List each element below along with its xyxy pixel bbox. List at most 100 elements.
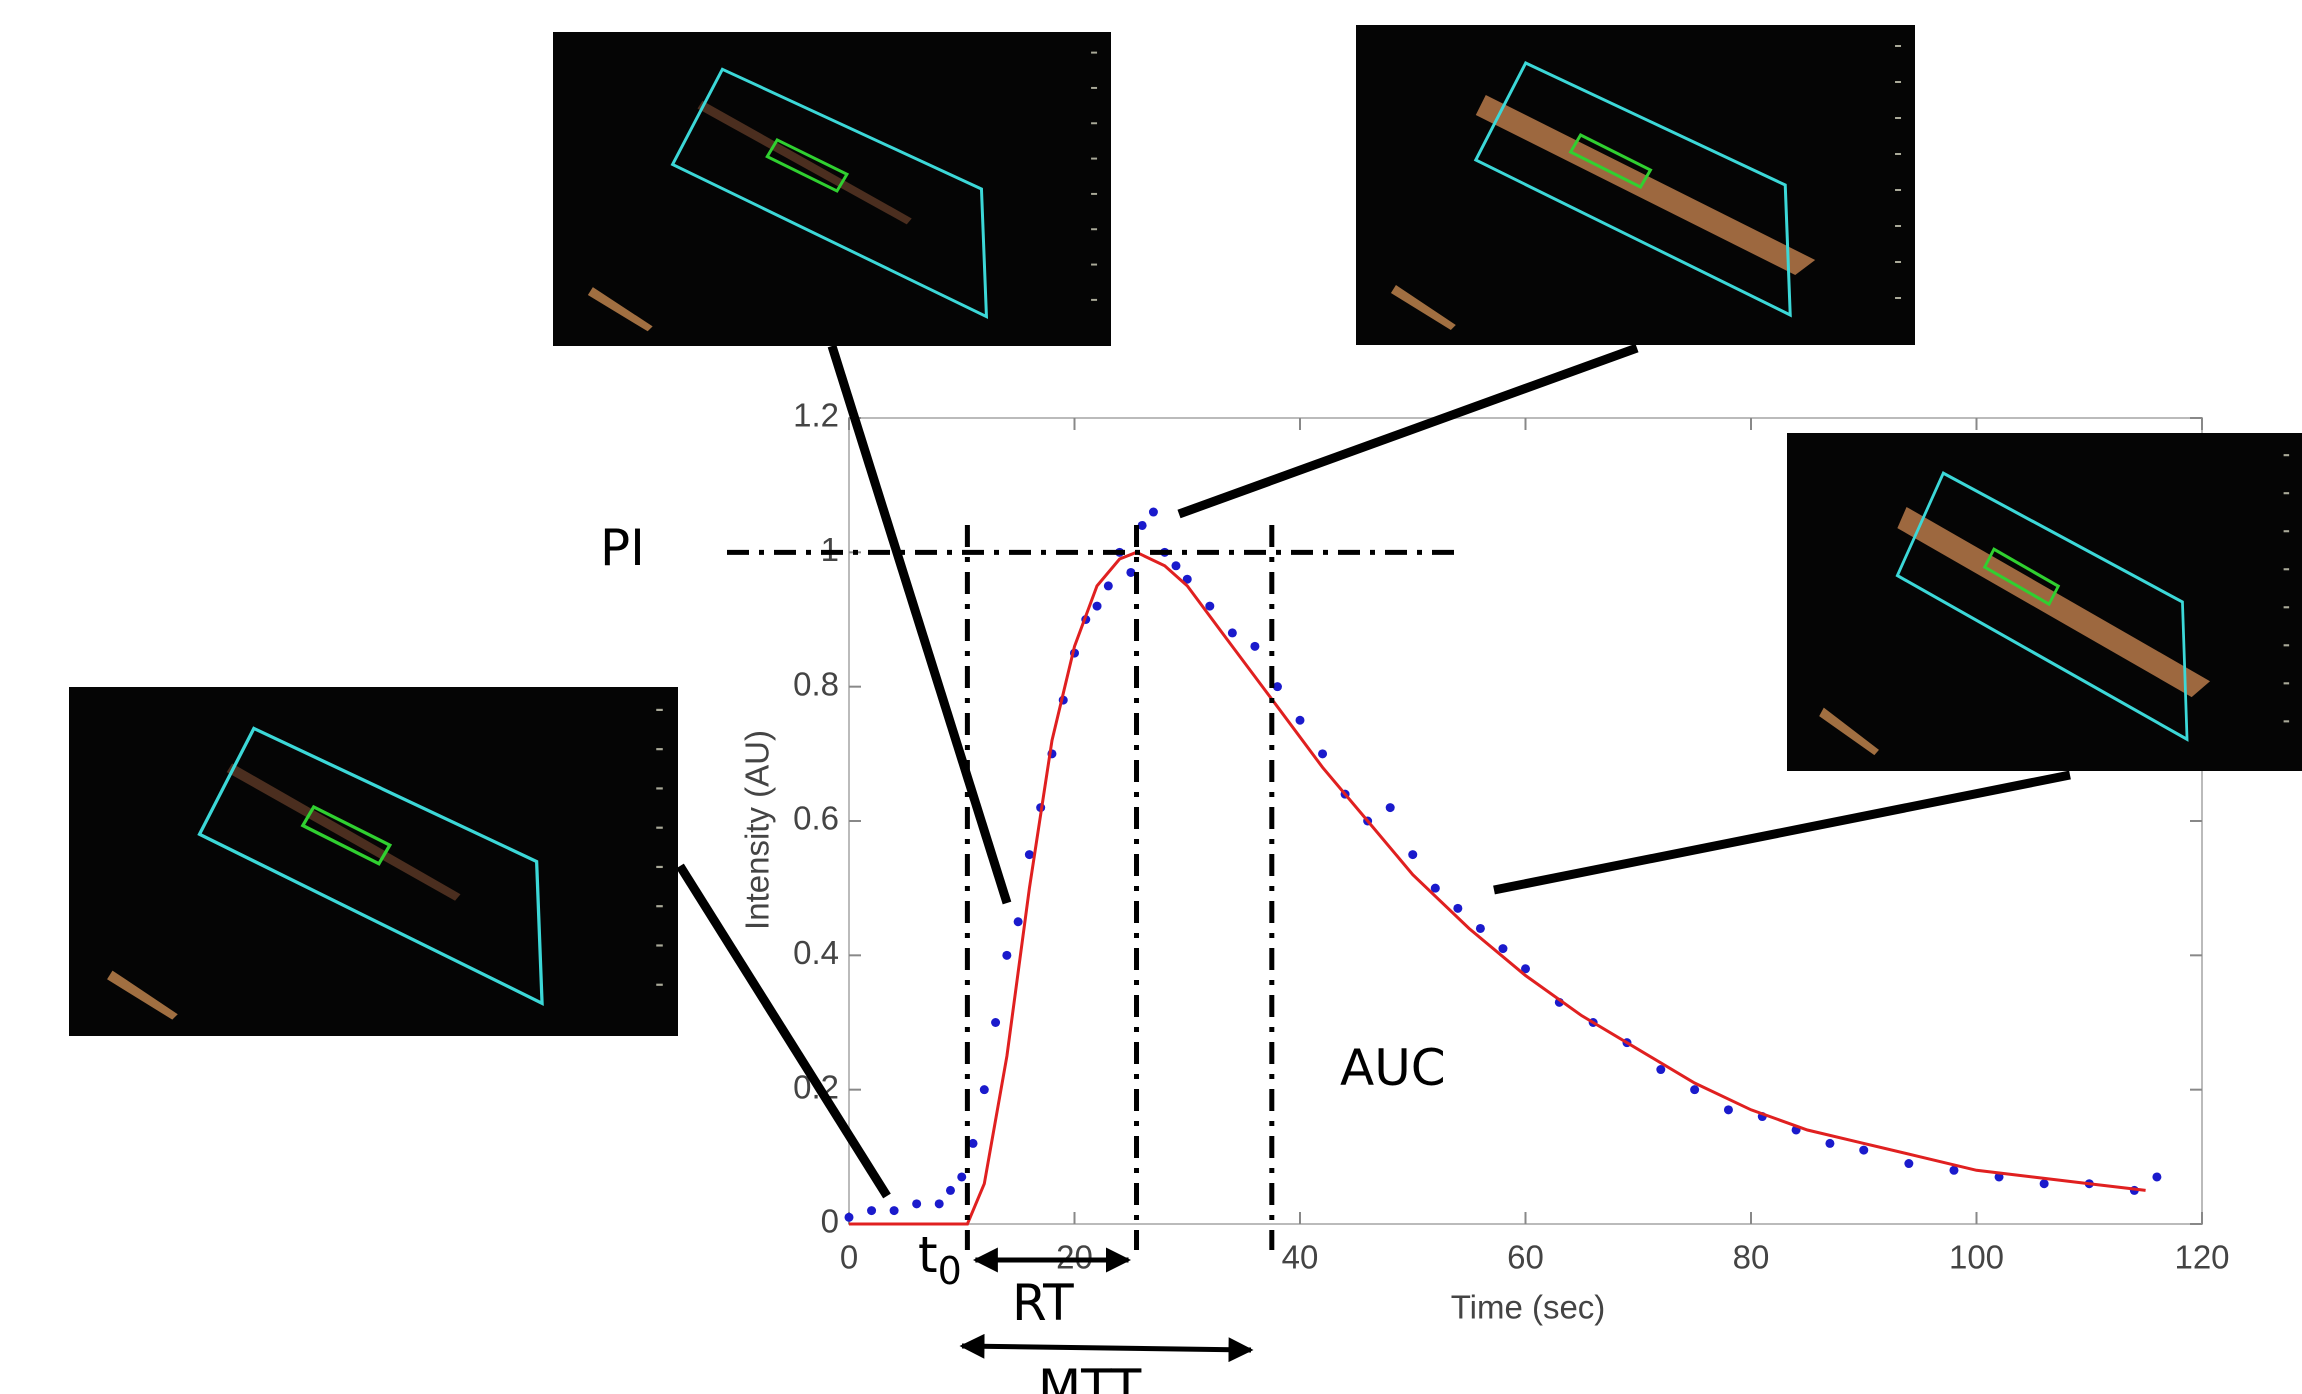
probe-streak <box>1819 707 1879 756</box>
data-point <box>889 1206 899 1216</box>
data-point <box>1250 641 1260 651</box>
data-point <box>934 1199 944 1209</box>
depth-tick <box>1091 122 1098 125</box>
roi-outline <box>1895 471 2189 742</box>
data-point <box>1498 944 1508 954</box>
depth-tick <box>656 865 663 869</box>
depth-tick <box>656 826 663 829</box>
x-tick-label: 20 <box>1056 1239 1093 1276</box>
data-point <box>1521 964 1530 974</box>
depth-tick <box>1895 117 1902 119</box>
depth-tick <box>656 905 663 908</box>
pi-label: PI <box>600 519 645 577</box>
depth-tick <box>656 748 663 751</box>
data-point <box>1453 903 1463 913</box>
y-tick-label: 0.8 <box>793 665 839 702</box>
depth-tick <box>656 708 663 711</box>
vessel <box>1475 95 1816 275</box>
roi-box <box>1982 547 2061 607</box>
x-tick-label: 60 <box>1507 1239 1544 1276</box>
depth-tick <box>1895 81 1902 83</box>
data-point <box>968 1138 978 1148</box>
roi-box <box>1568 133 1653 189</box>
data-point <box>844 1212 854 1222</box>
probe-streak <box>107 970 178 1020</box>
y-axis-label: Intensity (AU) <box>739 730 776 930</box>
fit-curve <box>849 550 2146 1226</box>
roi-box <box>765 138 850 193</box>
depth-tick <box>1895 45 1902 47</box>
data-point <box>1656 1065 1666 1075</box>
mtt-arrow <box>959 1333 1254 1363</box>
connector <box>1177 343 1639 519</box>
vessel <box>226 763 461 901</box>
y-tick-label: 0.6 <box>793 800 839 837</box>
depth-tick <box>656 944 663 947</box>
roi-outline <box>1473 61 1792 318</box>
data-point <box>1148 507 1158 517</box>
t0-main: t <box>918 1226 938 1284</box>
depth-tick <box>2283 682 2290 685</box>
depth-tick <box>1091 86 1098 89</box>
data-point <box>912 1199 922 1209</box>
x-tick-label: 120 <box>2174 1239 2229 1276</box>
data-point <box>1408 850 1418 860</box>
depth-tick <box>1091 51 1098 54</box>
depth-tick <box>2283 492 2290 495</box>
y-tick-label: 1.2 <box>793 397 839 434</box>
auc-label: AUC <box>1340 1039 1446 1097</box>
data-point <box>1475 923 1485 933</box>
mtt-label: MTT <box>1038 1359 1142 1394</box>
depth-tick <box>2283 720 2290 723</box>
depth-tick <box>1091 157 1098 160</box>
depth-tick <box>2283 530 2290 533</box>
depth-tick <box>1895 297 1902 299</box>
rt-label: RT <box>1012 1274 1074 1332</box>
connector <box>1493 770 2071 895</box>
depth-tick <box>656 983 663 986</box>
data-point <box>1126 567 1136 577</box>
depth-tick <box>2283 606 2290 609</box>
data-point <box>957 1172 967 1182</box>
data-point <box>1295 715 1305 725</box>
probe-streak <box>587 287 653 332</box>
depth-tick <box>1895 189 1902 191</box>
data-point <box>1024 850 1034 860</box>
depth-tick <box>2283 644 2290 647</box>
x-tick-label: 40 <box>1282 1239 1319 1276</box>
x-tick-label: 80 <box>1733 1239 1770 1276</box>
data-point <box>1272 682 1282 692</box>
depth-tick <box>1895 261 1902 263</box>
vessel <box>1897 506 2211 698</box>
roi-outline <box>670 67 989 319</box>
data-point <box>1949 1165 1959 1175</box>
data-point <box>945 1185 955 1195</box>
data-point <box>1227 628 1237 638</box>
data-point <box>1182 574 1192 584</box>
t0-sub: 0 <box>938 1249 962 1293</box>
data-point <box>979 1085 989 1095</box>
x-tick-label: 0 <box>840 1239 858 1276</box>
data-point <box>867 1206 877 1216</box>
data-point <box>1904 1159 1914 1169</box>
probe-streak <box>1390 285 1456 330</box>
x-tick-label: 100 <box>1949 1239 2004 1276</box>
data-point <box>2039 1179 2049 1189</box>
ultrasound-inset <box>553 32 1111 346</box>
data-point <box>1318 749 1328 759</box>
ultrasound-inset <box>69 687 678 1036</box>
depth-tick <box>1091 228 1098 231</box>
data-point <box>1825 1138 1835 1148</box>
connector <box>827 344 1012 905</box>
x-axis-label: Time (sec) <box>1451 1289 1606 1326</box>
connector <box>676 863 891 1199</box>
data-point <box>2152 1172 2162 1182</box>
ultrasound-inset <box>1356 25 1915 345</box>
vessel <box>697 100 912 225</box>
t0-label: t0 <box>918 1226 962 1293</box>
data-point <box>1430 883 1440 893</box>
depth-tick <box>1091 192 1098 195</box>
data-point <box>1859 1145 1869 1155</box>
depth-tick <box>1895 153 1902 155</box>
